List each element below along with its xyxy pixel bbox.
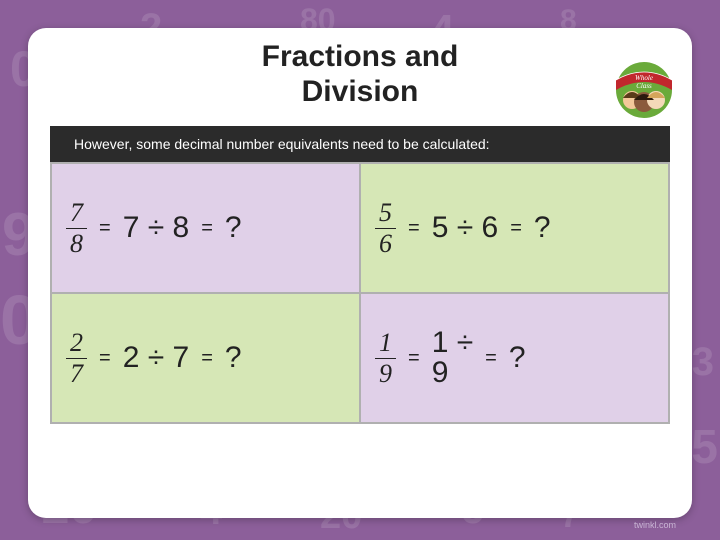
equals-sign: = [408,217,420,240]
table-cell: 1 9 = 1 ÷ 9 = ? [360,293,669,423]
equals-sign: = [485,347,497,370]
division-expression: 5 ÷ 6 [432,211,499,245]
fraction: 2 7 [66,330,87,387]
table-row: 2 7 = 2 ÷ 7 = ? 1 9 = 1 ÷ 9 = ? [51,293,669,423]
denominator: 8 [66,229,87,257]
equals-sign: = [99,347,111,370]
result-placeholder: ? [509,341,526,375]
denominator: 6 [375,229,396,257]
denominator: 7 [66,359,87,387]
equals-sign: = [201,347,213,370]
table-row: 7 8 = 7 ÷ 8 = ? 5 6 = 5 ÷ 6 = ? [51,163,669,293]
numerator: 2 [66,330,87,359]
watermark: twinkl.com [634,520,676,530]
svg-text:Class: Class [636,82,652,90]
table-cell: 2 7 = 2 ÷ 7 = ? [51,293,360,423]
svg-text:Whole: Whole [635,74,653,82]
numerator: 1 [375,330,396,359]
division-expression: 2 ÷ 7 [123,341,190,375]
equals-sign: = [99,217,111,240]
numerator: 5 [375,200,396,229]
fraction: 7 8 [66,200,87,257]
fraction: 1 9 [375,330,396,387]
numerator: 7 [66,200,87,229]
fraction: 5 6 [375,200,396,257]
table-cell: 5 6 = 5 ÷ 6 = ? [360,163,669,293]
expression-line-2: 9 [432,358,473,388]
fractions-table: 7 8 = 7 ÷ 8 = ? 5 6 = 5 ÷ 6 = ? [50,162,670,424]
result-placeholder: ? [225,211,242,245]
result-placeholder: ? [225,341,242,375]
result-placeholder: ? [534,211,551,245]
equals-sign: = [510,217,522,240]
instruction-bar: However, some decimal number equivalents… [50,126,670,162]
slide-background: 2 80 4 8 0 9 0 3 5 10 4 20 6 7 Fractions… [0,0,720,540]
table-cell: 7 8 = 7 ÷ 8 = ? [51,163,360,293]
instruction-text: However, some decimal number equivalents… [74,136,490,152]
title-line-2: Division [302,75,419,108]
denominator: 9 [375,359,396,387]
division-expression: 1 ÷ 9 [432,328,473,388]
expression-line-1: 1 ÷ [432,328,473,358]
equals-sign: = [408,347,420,370]
division-expression: 7 ÷ 8 [123,211,190,245]
whole-class-badge: Whole Class [606,56,682,120]
equals-sign: = [201,217,213,240]
title-line-1: Fractions and [262,40,459,73]
